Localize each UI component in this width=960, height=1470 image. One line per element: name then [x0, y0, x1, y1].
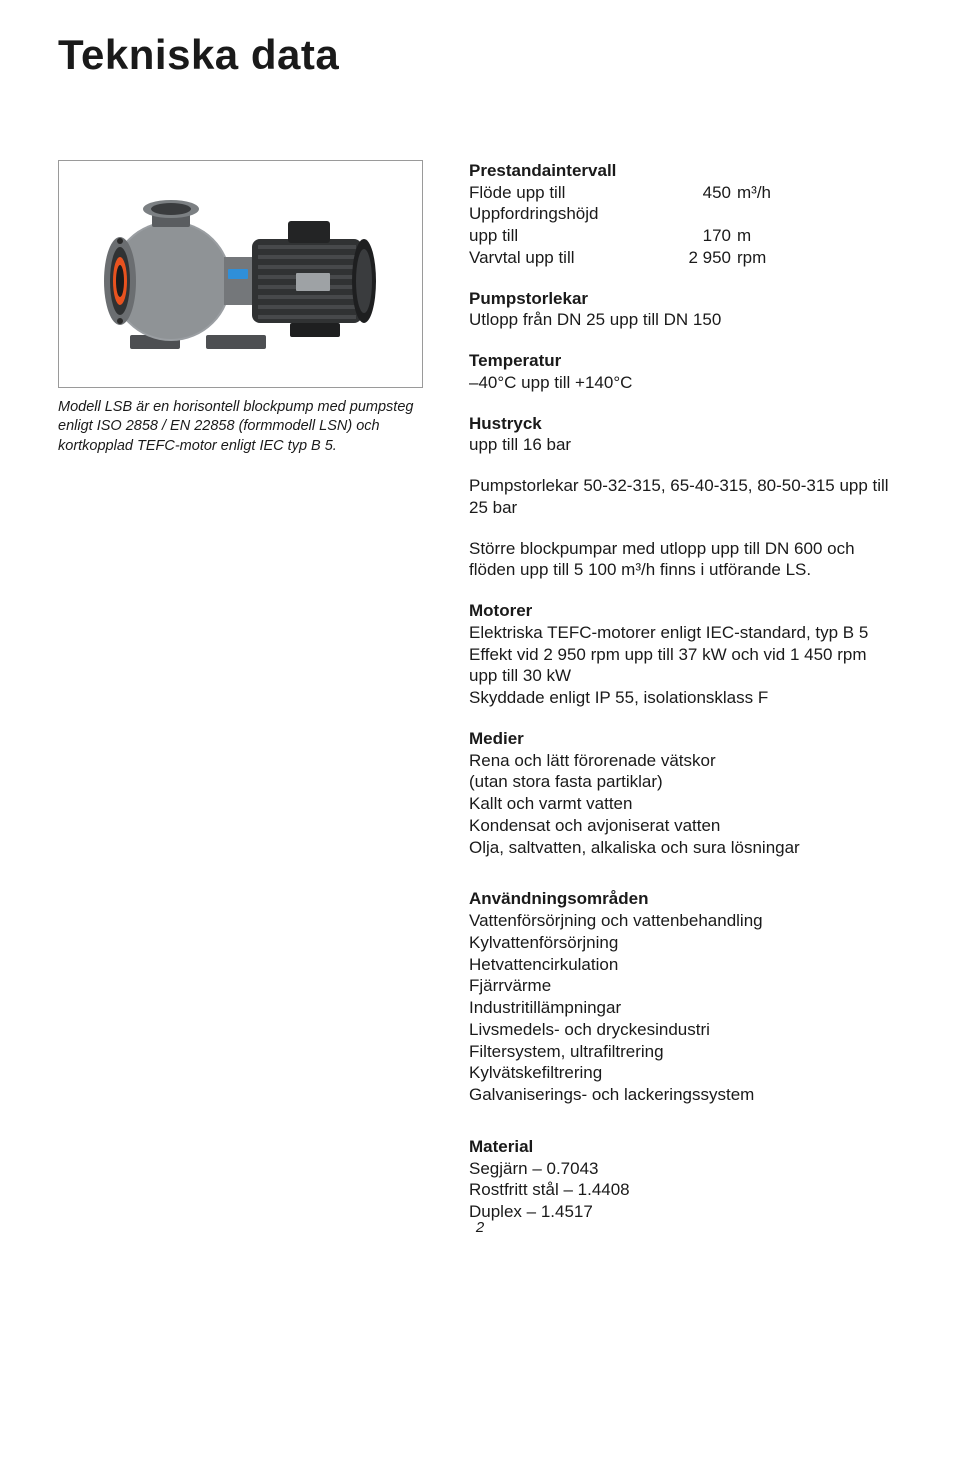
- right-column: Prestandaintervall Flöde upp till 450 m³…: [469, 160, 896, 1223]
- spec-unit: rpm: [737, 247, 797, 269]
- spec-row-head: upp till 170 m: [469, 225, 896, 247]
- text-material-3: Duplex – 1.4517: [469, 1201, 896, 1223]
- text-medier-4: Kondensat och avjoniserat vatten: [469, 815, 896, 837]
- spec-row-flow: Flöde upp till 450 m³/h: [469, 182, 896, 204]
- text-anv-2: Kylvattenförsörjning: [469, 932, 896, 954]
- text-anv-7: Filtersystem, ultrafiltrering: [469, 1041, 896, 1063]
- text-anv-8: Kylvätskefiltrering: [469, 1062, 896, 1084]
- text-anv-3: Hetvattencirkulation: [469, 954, 896, 976]
- text-anv-5: Industritillämpningar: [469, 997, 896, 1019]
- spec-sublabel: Uppfordringshöjd: [469, 203, 896, 225]
- text-motorer-3: Skyddade enligt IP 55, isolationsklass F: [469, 687, 896, 709]
- heading-motorer: Motorer: [469, 600, 896, 622]
- left-column: Modell LSB är en horisontell blockpump m…: [58, 160, 423, 457]
- text-medier-3: Kallt och varmt vatten: [469, 793, 896, 815]
- text-temperatur: –40°C upp till +140°C: [469, 372, 896, 394]
- heading-material: Material: [469, 1136, 896, 1158]
- spec-label: Varvtal upp till: [469, 247, 669, 269]
- text-anv-1: Vattenförsörjning och vattenbehandling: [469, 910, 896, 932]
- text-anv-4: Fjärrvärme: [469, 975, 896, 997]
- text-anv-9: Galvaniserings- och lackeringssystem: [469, 1084, 896, 1106]
- text-motorer-2: Effekt vid 2 950 rpm upp till 37 kW och …: [469, 644, 896, 688]
- page: Tekniska data: [0, 0, 960, 1253]
- text-material-2: Rostfritt stål – 1.4408: [469, 1179, 896, 1201]
- text-medier-5: Olja, saltvatten, alkaliska och sura lös…: [469, 837, 896, 859]
- text-pumpstorlekar: Utlopp från DN 25 upp till DN 150: [469, 309, 896, 331]
- text-material-1: Segjärn – 0.7043: [469, 1158, 896, 1180]
- text-medier-1: Rena och lätt förorenade vätskor: [469, 750, 896, 772]
- two-column-layout: Modell LSB är en horisontell blockpump m…: [58, 160, 896, 1223]
- pump-icon: [76, 179, 406, 369]
- spec-unit: m³/h: [737, 182, 797, 204]
- heading-anvandningsomraden: Användningsområden: [469, 888, 896, 910]
- spec-row-speed: Varvtal upp till 2 950 rpm: [469, 247, 896, 269]
- product-figure: [58, 160, 423, 388]
- text-medier-2: (utan stora fasta partiklar): [469, 771, 896, 793]
- page-number: 2: [476, 1218, 484, 1237]
- spec-value: 170: [669, 225, 737, 247]
- spec-value: 450: [669, 182, 737, 204]
- figure-caption: Modell LSB är en horisontell blockpump m…: [58, 398, 423, 457]
- spec-value: 2 950: [669, 247, 737, 269]
- text-sizes: Pumpstorlekar 50-32-315, 65-40-315, 80-5…: [469, 475, 896, 519]
- heading-prestandaintervall: Prestandaintervall: [469, 160, 896, 182]
- spec-unit: m: [737, 225, 797, 247]
- page-title: Tekniska data: [58, 28, 896, 82]
- heading-pumpstorlekar: Pumpstorlekar: [469, 288, 896, 310]
- text-motorer-1: Elektriska TEFC-motorer enligt IEC-stand…: [469, 622, 896, 644]
- heading-hustryck: Hustryck: [469, 413, 896, 435]
- heading-medier: Medier: [469, 728, 896, 750]
- spec-label: upp till: [469, 225, 669, 247]
- spec-label: Flöde upp till: [469, 182, 669, 204]
- text-anv-6: Livsmedels- och dryckesindustri: [469, 1019, 896, 1041]
- text-larger-pumps: Större blockpumpar med utlopp upp till D…: [469, 538, 896, 582]
- heading-temperatur: Temperatur: [469, 350, 896, 372]
- text-hustryck: upp till 16 bar: [469, 434, 896, 456]
